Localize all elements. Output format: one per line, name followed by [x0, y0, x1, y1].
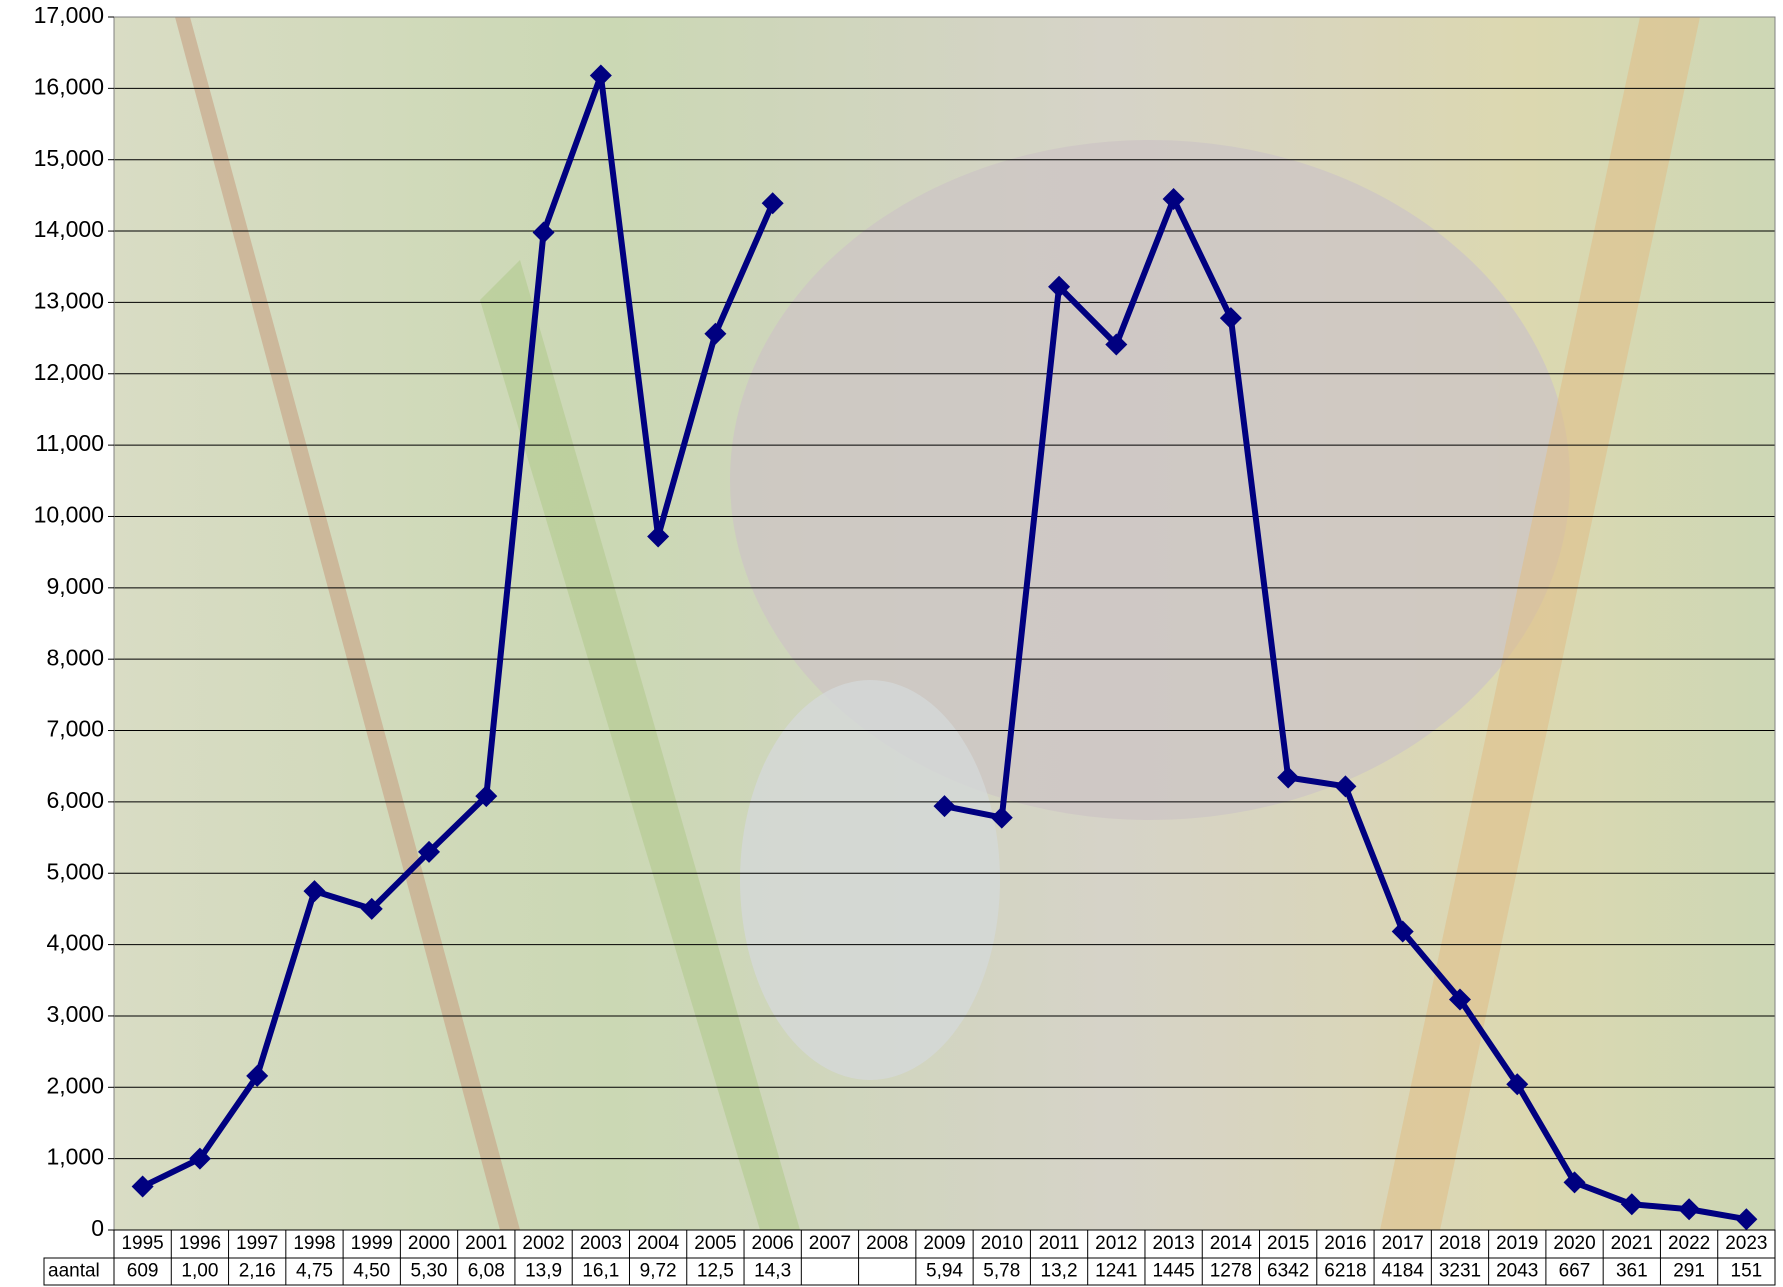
- data-label: 5,94: [926, 1261, 963, 1282]
- data-label: 151: [1731, 1261, 1763, 1282]
- y-tick-label: 8,000: [46, 644, 104, 670]
- data-label: 14,3: [754, 1261, 791, 1282]
- x-tick-label: 2008: [866, 1233, 908, 1254]
- data-label: 609: [127, 1261, 159, 1282]
- data-label: 4,75: [296, 1261, 333, 1282]
- data-label: 9,72: [640, 1261, 677, 1282]
- x-tick-label: 2015: [1267, 1233, 1309, 1254]
- x-tick-label: 2019: [1496, 1233, 1538, 1254]
- x-tick-label: 2020: [1553, 1233, 1595, 1254]
- x-tick-label: 2009: [923, 1233, 965, 1254]
- row-header: aantal: [48, 1261, 100, 1282]
- y-tick-label: 2,000: [46, 1072, 104, 1098]
- y-tick-label: 6,000: [46, 787, 104, 813]
- y-tick-label: 14,000: [34, 216, 104, 242]
- x-tick-label: 1996: [179, 1233, 221, 1254]
- data-label: 5,30: [411, 1261, 448, 1282]
- y-tick-label: 17,000: [34, 2, 104, 28]
- background-photo: [114, 17, 1775, 1230]
- data-label: 6342: [1267, 1261, 1309, 1282]
- x-tick-label: 2016: [1324, 1233, 1366, 1254]
- x-tick-label: 2014: [1210, 1233, 1253, 1254]
- x-tick-label: 2007: [809, 1233, 851, 1254]
- y-tick-label: 1,000: [46, 1144, 104, 1170]
- y-tick-label: 15,000: [34, 145, 104, 171]
- x-tick-label: 2001: [465, 1233, 507, 1254]
- x-tick-label: 2006: [752, 1233, 794, 1254]
- x-tick-label: 2017: [1382, 1233, 1424, 1254]
- y-tick-label: 4,000: [46, 930, 104, 956]
- x-tick-label: 1998: [293, 1233, 335, 1254]
- data-label: 13,9: [525, 1261, 562, 1282]
- data-label: 16,1: [582, 1261, 619, 1282]
- x-tick-label: 2005: [694, 1233, 736, 1254]
- data-label: 291: [1673, 1261, 1705, 1282]
- x-tick-label: 2003: [580, 1233, 622, 1254]
- data-label: 3231: [1439, 1261, 1481, 1282]
- x-tick-label: 1999: [351, 1233, 393, 1254]
- y-tick-label: 12,000: [34, 359, 104, 385]
- data-label: 1445: [1152, 1261, 1194, 1282]
- x-tick-label: 2004: [637, 1233, 680, 1254]
- data-label: 1241: [1095, 1261, 1137, 1282]
- y-tick-label: 9,000: [46, 573, 104, 599]
- x-tick-label: 1997: [236, 1233, 278, 1254]
- data-label: 5,78: [983, 1261, 1020, 1282]
- data-label: 12,5: [697, 1261, 734, 1282]
- x-tick-label: 2023: [1725, 1233, 1767, 1254]
- y-tick-label: 3,000: [46, 1001, 104, 1027]
- x-tick-label: 2022: [1668, 1233, 1710, 1254]
- x-tick-label: 2000: [408, 1233, 450, 1254]
- y-tick-label: 13,000: [34, 287, 104, 313]
- x-tick-label: 2002: [522, 1233, 564, 1254]
- chart: 0 1,000 2,000 3,000 4,000 5,000 6,000 7,000 8,00…: [0, 0, 1783, 1287]
- data-label: 4,50: [353, 1261, 390, 1282]
- data-label: 2043: [1496, 1261, 1538, 1282]
- x-tick-label: 2010: [981, 1233, 1023, 1254]
- y-tick-label: 7,000: [46, 716, 104, 742]
- data-label: 6218: [1324, 1261, 1366, 1282]
- x-tick-label: 2012: [1095, 1233, 1137, 1254]
- y-tick-label: 16,000: [34, 73, 104, 99]
- y-tick-label: 0: [91, 1215, 104, 1241]
- data-label: 1278: [1210, 1261, 1252, 1282]
- x-tick-label: 2018: [1439, 1233, 1481, 1254]
- x-tick-label: 2021: [1611, 1233, 1653, 1254]
- data-label: 1,00: [181, 1261, 218, 1282]
- y-tick-label: 11,000: [35, 430, 104, 456]
- y-tick-label: 10,000: [34, 502, 104, 528]
- x-tick-label: 2011: [1039, 1233, 1080, 1254]
- x-tick-label: 1995: [121, 1233, 163, 1254]
- data-label: 361: [1616, 1261, 1648, 1282]
- data-label: 667: [1559, 1261, 1591, 1282]
- x-tick-label: 2013: [1152, 1233, 1194, 1254]
- y-tick-label: 5,000: [46, 858, 104, 884]
- data-label: 4184: [1382, 1261, 1425, 1282]
- data-label: 2,16: [239, 1261, 276, 1282]
- data-label: 6,08: [468, 1261, 505, 1282]
- data-label: 13,2: [1041, 1261, 1078, 1282]
